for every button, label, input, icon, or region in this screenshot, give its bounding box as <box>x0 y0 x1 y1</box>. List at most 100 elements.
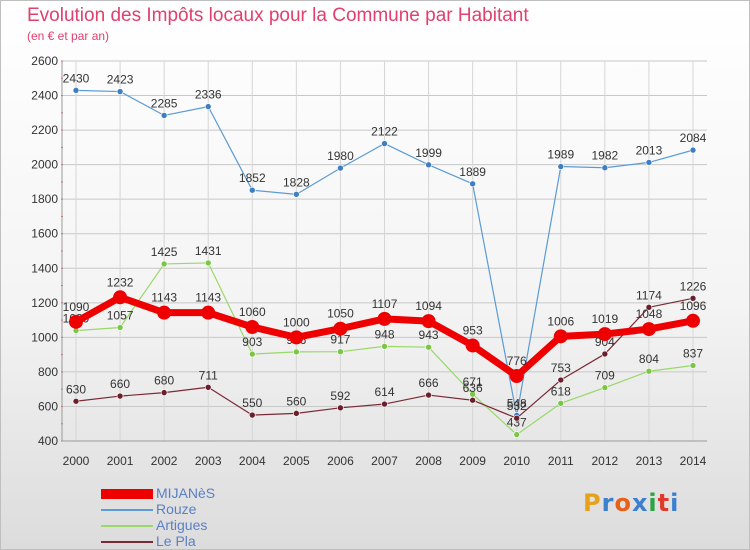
data-label: 2430 <box>63 71 90 85</box>
data-point <box>601 384 609 391</box>
y-tick-label: 2000 <box>31 158 58 172</box>
data-label: 666 <box>419 376 439 390</box>
x-tick-label: 2004 <box>239 454 266 468</box>
data-label: 711 <box>199 368 218 382</box>
y-tick-label: 1800 <box>31 192 58 206</box>
data-label: 1174 <box>636 288 662 302</box>
y-tick-label: 600 <box>38 399 58 413</box>
data-point <box>160 260 168 268</box>
x-tick-label: 2010 <box>503 454 530 468</box>
data-label: 903 <box>242 335 262 349</box>
data-point <box>601 350 609 358</box>
data-label: 1226 <box>680 279 707 293</box>
data-point <box>116 324 124 331</box>
legend-swatch <box>101 541 153 543</box>
data-point <box>160 112 168 119</box>
data-point <box>204 259 212 267</box>
data-label: 943 <box>419 328 439 342</box>
data-label: 2423 <box>107 73 134 87</box>
x-tick-label: 2005 <box>283 454 310 468</box>
logo-letter: x <box>631 489 649 517</box>
data-point <box>601 164 609 172</box>
data-point <box>293 191 300 198</box>
data-label: 630 <box>66 382 86 396</box>
data-point <box>381 343 388 350</box>
data-point <box>425 343 432 351</box>
chart-title: Evolution des Impôts locaux pour la Comm… <box>27 5 529 26</box>
x-tick-label: 2008 <box>415 454 442 468</box>
logo-letter: i <box>670 489 680 517</box>
data-label: 1019 <box>592 312 619 326</box>
logo-letter: r <box>601 489 615 517</box>
data-point <box>248 411 256 419</box>
data-label: 1431 <box>195 244 222 258</box>
data-point <box>465 338 480 353</box>
data-label: 618 <box>551 384 571 398</box>
x-tick-label: 2006 <box>327 454 354 468</box>
data-point <box>204 103 212 110</box>
x-tick-label: 2013 <box>636 454 663 468</box>
x-tick-label: 2014 <box>680 454 707 468</box>
x-tick-label: 2001 <box>107 454 134 468</box>
data-point <box>425 391 432 399</box>
data-label: 1999 <box>415 146 442 160</box>
data-point <box>557 376 565 384</box>
data-point <box>425 161 432 169</box>
y-tick-label: 2200 <box>31 123 58 137</box>
data-label: 560 <box>286 394 306 408</box>
data-point <box>469 180 476 188</box>
data-label: 1057 <box>107 309 134 323</box>
chart-subtitle: (en € et par an) <box>27 29 110 43</box>
data-point <box>689 295 697 302</box>
data-label: 753 <box>551 361 571 375</box>
y-tick-label: 400 <box>38 434 58 448</box>
data-point <box>116 392 124 400</box>
data-label: 2285 <box>151 96 178 110</box>
legend-label: Rouze <box>156 501 197 517</box>
legend-swatch <box>101 489 153 499</box>
data-point <box>337 164 344 172</box>
data-point <box>116 88 124 95</box>
data-point <box>645 367 653 375</box>
data-label: 592 <box>330 389 350 403</box>
data-label: 2084 <box>680 131 707 145</box>
data-label: 1050 <box>327 307 354 321</box>
data-point <box>245 320 260 334</box>
data-point <box>293 410 300 417</box>
data-label: 776 <box>507 354 527 368</box>
data-label: 1980 <box>327 149 354 163</box>
y-tick-label: 800 <box>38 365 58 379</box>
data-label: 671 <box>463 375 483 389</box>
data-point <box>381 140 388 147</box>
data-label: 550 <box>242 396 262 410</box>
legend-swatch <box>101 509 153 511</box>
logo-letter: i <box>648 489 658 517</box>
data-point <box>333 321 348 336</box>
data-point <box>553 329 568 344</box>
data-point <box>248 186 256 194</box>
data-label: 1000 <box>283 315 310 329</box>
data-point <box>513 431 521 438</box>
data-point <box>557 163 565 170</box>
y-tick-label: 2400 <box>31 89 58 103</box>
y-tick-label: 1200 <box>31 296 58 310</box>
data-point <box>160 389 168 396</box>
data-label: 2336 <box>195 88 222 102</box>
y-tick-label: 1600 <box>31 227 58 241</box>
data-label: 953 <box>463 323 483 337</box>
data-point <box>597 327 612 342</box>
data-point <box>337 348 344 356</box>
data-point <box>72 87 80 94</box>
logo-letter: o <box>614 489 632 517</box>
x-tick-label: 2011 <box>548 454 574 468</box>
data-point <box>645 159 653 166</box>
data-label: 1096 <box>680 299 707 313</box>
logo-letter: P <box>583 489 602 517</box>
data-label: 548 <box>507 396 527 410</box>
data-point <box>289 330 304 345</box>
proxiti-logo: Proxiti <box>583 489 679 517</box>
y-tick-label: 1400 <box>31 261 58 275</box>
data-label: 1828 <box>283 175 310 189</box>
